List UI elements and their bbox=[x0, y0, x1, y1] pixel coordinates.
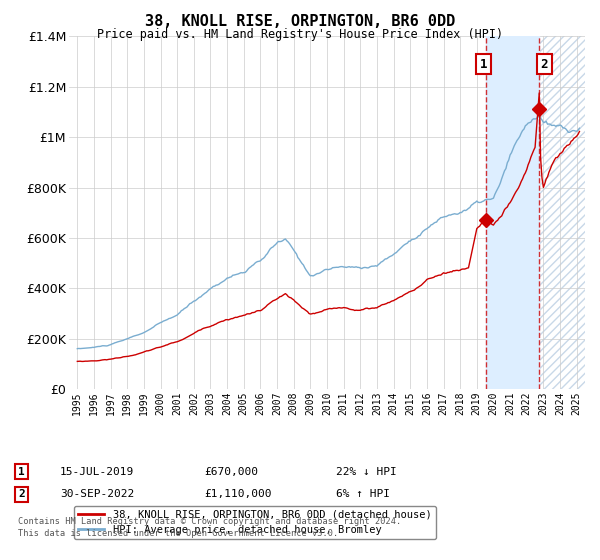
Text: £1,110,000: £1,110,000 bbox=[204, 489, 271, 500]
Text: Price paid vs. HM Land Registry's House Price Index (HPI): Price paid vs. HM Land Registry's House … bbox=[97, 28, 503, 41]
Bar bbox=[486, 36, 539, 389]
Text: Contains HM Land Registry data © Crown copyright and database right 2024.: Contains HM Land Registry data © Crown c… bbox=[18, 516, 401, 526]
Text: 1: 1 bbox=[479, 58, 487, 71]
Text: 15-JUL-2019: 15-JUL-2019 bbox=[60, 466, 134, 477]
Text: This data is licensed under the Open Government Licence v3.0.: This data is licensed under the Open Gov… bbox=[18, 529, 338, 538]
Legend: 38, KNOLL RISE, ORPINGTON, BR6 0DD (detached house), HPI: Average price, detache: 38, KNOLL RISE, ORPINGTON, BR6 0DD (deta… bbox=[74, 506, 436, 539]
Bar bbox=[539, 36, 585, 389]
Bar bbox=[539, 36, 585, 389]
Text: 2: 2 bbox=[18, 489, 25, 500]
Text: 6% ↑ HPI: 6% ↑ HPI bbox=[336, 489, 390, 500]
Text: £670,000: £670,000 bbox=[204, 466, 258, 477]
Text: 1: 1 bbox=[18, 466, 25, 477]
Text: 2: 2 bbox=[541, 58, 548, 71]
Text: 30-SEP-2022: 30-SEP-2022 bbox=[60, 489, 134, 500]
Text: 22% ↓ HPI: 22% ↓ HPI bbox=[336, 466, 397, 477]
Text: 38, KNOLL RISE, ORPINGTON, BR6 0DD: 38, KNOLL RISE, ORPINGTON, BR6 0DD bbox=[145, 14, 455, 29]
